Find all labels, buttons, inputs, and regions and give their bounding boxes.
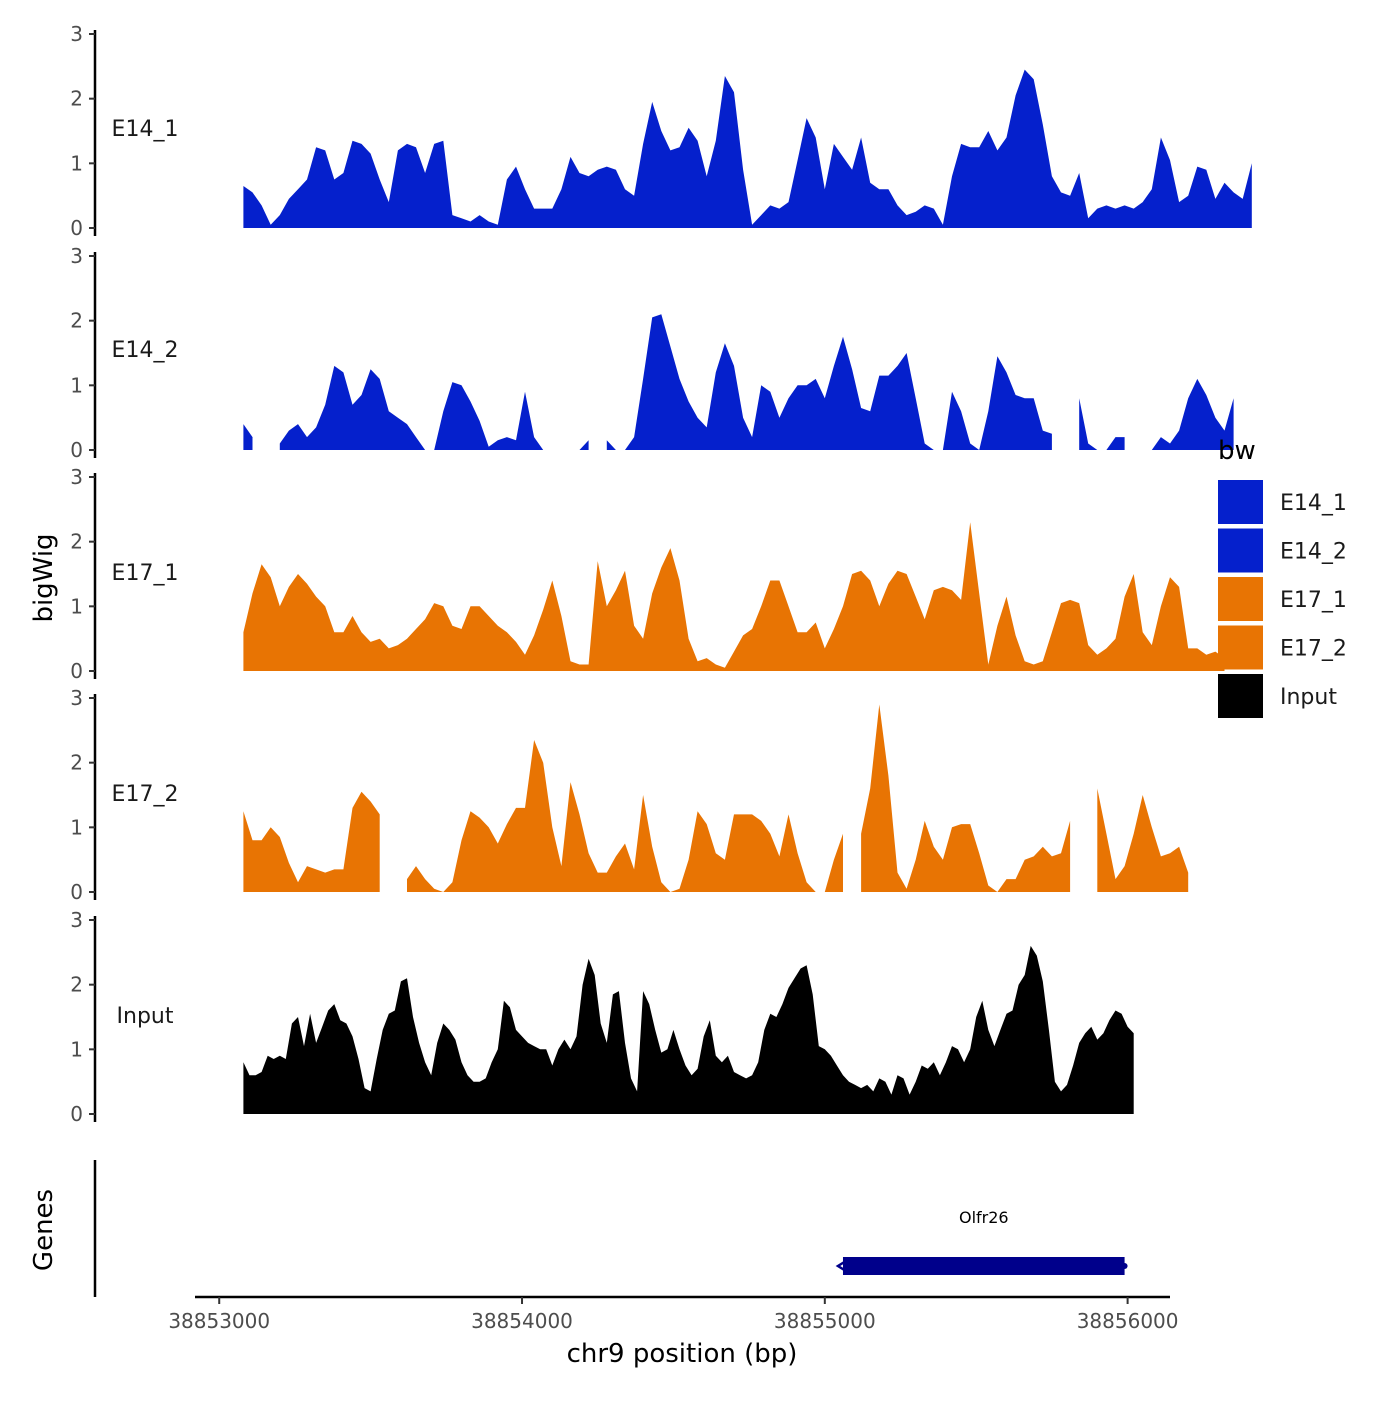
y-tick-label: 0 (70, 1102, 83, 1126)
strand-arrow (835, 1259, 847, 1273)
y-tick-label: 1 (70, 151, 83, 175)
legend-swatch (1218, 528, 1263, 573)
legend-swatch (1218, 480, 1263, 524)
coverage-tracks: 0 1 2 3 E14_1 0 1 2 3 E14_2 0 1 2 3 E17_1 0 1 2 3 E17_2 0 1 2 3… (70, 22, 1252, 1126)
legend-item-input: Input (1218, 674, 1337, 718)
coverage-area (279, 365, 544, 450)
y-tick-label: 2 (70, 309, 83, 333)
y-tick-label: 1 (70, 373, 83, 397)
x-tick-label: 38855000 (774, 1309, 876, 1333)
track-label: E17_1 (112, 561, 179, 586)
legend-swatch (1218, 625, 1263, 670)
y-tick-label: 0 (70, 659, 83, 683)
track-e14-1: 0 1 2 3 E14_1 (70, 22, 1252, 240)
track-e14-2: 0 1 2 3 E14_2 (70, 244, 1234, 462)
track-label: Input (117, 1004, 174, 1029)
legend-label: E17_1 (1280, 588, 1347, 613)
track-label: E17_2 (112, 782, 179, 807)
coverage-area (861, 704, 1071, 892)
legend-title: bw (1218, 436, 1256, 466)
gene-end-marker (1121, 1263, 1128, 1269)
x-tick-label: 38853000 (168, 1309, 270, 1333)
coverage-area (243, 424, 253, 450)
y-tick-label: 0 (70, 880, 83, 904)
genes-axis-title: Genes (29, 1189, 59, 1271)
y-tick-label: 0 (70, 216, 83, 240)
coverage-area (243, 69, 1252, 228)
legend-label: Input (1280, 685, 1337, 710)
y-axis-title: bigWig (29, 533, 59, 622)
track-label: E14_2 (112, 338, 179, 363)
gene-label: Olfr26 (959, 1208, 1009, 1227)
legend: E14_1 E14_2 E17_1 E17_2 Input (1218, 480, 1347, 718)
y-tick-label: 1 (70, 815, 83, 839)
legend-item-e17-1: E17_1 (1218, 577, 1347, 621)
coverage-area (1079, 398, 1125, 450)
legend-label: E17_2 (1280, 637, 1347, 662)
track-input: 0 1 2 3 Input (70, 908, 1134, 1126)
coverage-area (606, 314, 1052, 450)
legend-label: E14_2 (1280, 540, 1347, 565)
coverage-area (1151, 378, 1234, 450)
y-tick-label: 2 (70, 751, 83, 775)
track-label: E14_1 (112, 117, 179, 142)
x-axis: 38853000 38854000 38855000 38856000 (168, 1295, 1179, 1333)
y-tick-label: 3 (70, 465, 83, 489)
x-tick-label: 38856000 (1077, 1309, 1179, 1333)
legend-item-e17-2: E17_2 (1218, 625, 1347, 670)
y-tick-label: 2 (70, 87, 83, 111)
gene-olfr26: Olfr26 (835, 1208, 1128, 1275)
track-e17-1: 0 1 2 3 E17_1 (70, 465, 1225, 683)
y-tick-label: 0 (70, 438, 83, 462)
x-axis-title: chr9 position (bp) (567, 1339, 798, 1369)
coverage-area (243, 945, 1134, 1114)
gene-track: Olfr26 (93, 1160, 1128, 1297)
coverage-area (243, 791, 380, 892)
coverage-area (1097, 788, 1189, 892)
y-tick-label: 2 (70, 973, 83, 997)
y-tick-label: 3 (70, 244, 83, 268)
y-tick-label: 1 (70, 594, 83, 618)
coverage-area (243, 522, 1225, 671)
gene-body (842, 1257, 1125, 1275)
coverage-area (407, 740, 843, 892)
y-tick-label: 1 (70, 1037, 83, 1061)
y-tick-label: 2 (70, 530, 83, 554)
legend-swatch (1218, 674, 1263, 718)
y-tick-label: 3 (70, 908, 83, 932)
y-tick-label: 3 (70, 22, 83, 46)
x-tick-label: 38854000 (471, 1309, 573, 1333)
legend-item-e14-1: E14_1 (1218, 480, 1347, 524)
legend-item-e14-2: E14_2 (1218, 528, 1347, 573)
legend-label: E14_1 (1280, 491, 1347, 516)
legend-swatch (1218, 577, 1263, 621)
coverage-area (561, 440, 589, 450)
y-tick-label: 3 (70, 686, 83, 710)
track-e17-2: 0 1 2 3 E17_2 (70, 686, 1189, 904)
